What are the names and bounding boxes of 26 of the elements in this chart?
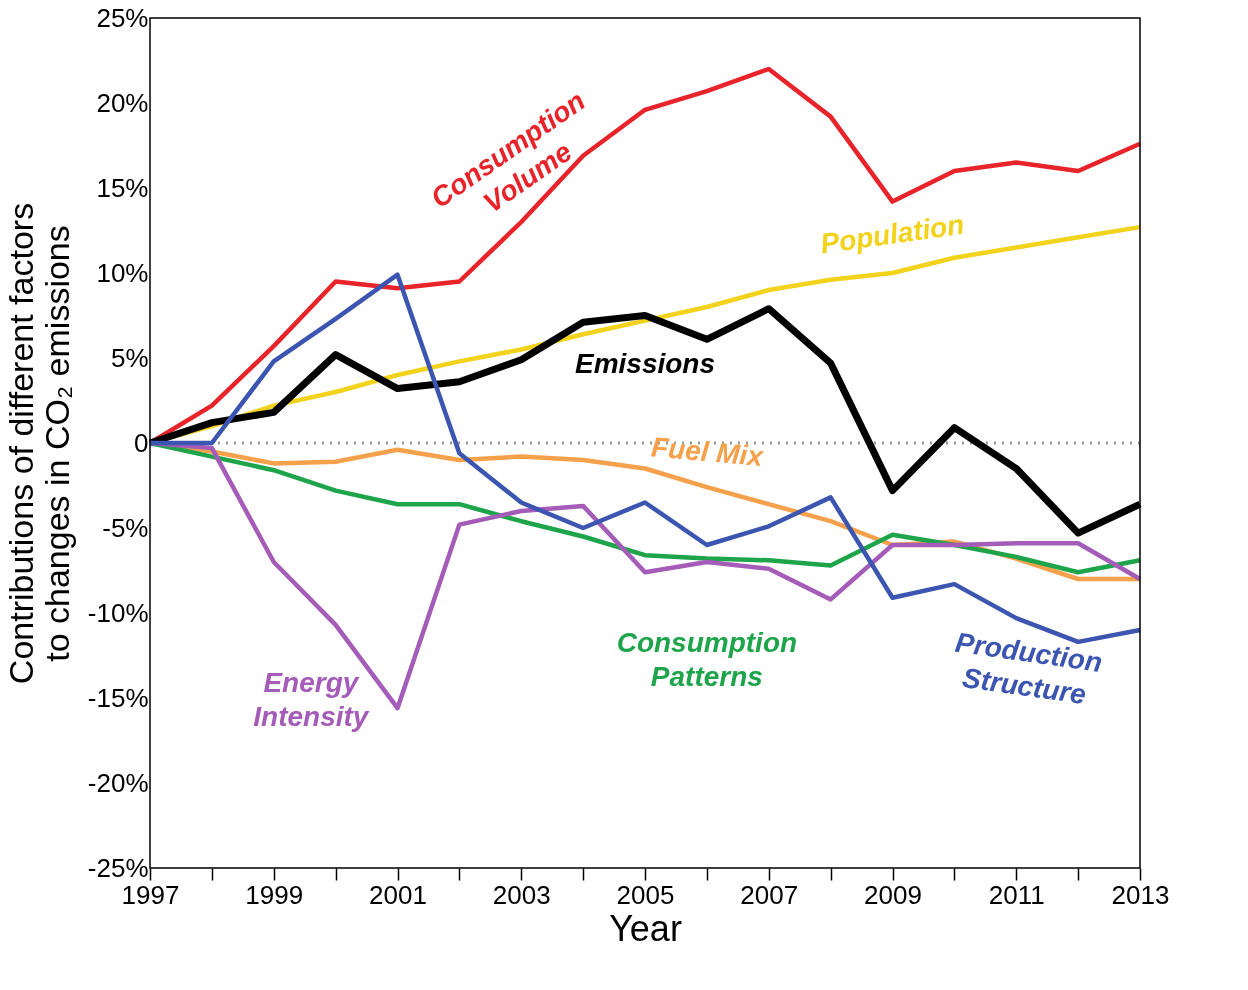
x-tick-label: 1999 [245, 879, 304, 910]
x-axis-title: Year [609, 907, 682, 949]
text: Consumption Patterns [616, 626, 798, 692]
y-tick-label: -10% [87, 597, 149, 628]
x-tick-label: 2007 [740, 879, 799, 910]
series-label: Fuel Mix [649, 431, 766, 473]
x-tick-label: 2011 [988, 879, 1045, 910]
x-tick-label: 2009 [864, 879, 922, 910]
x-tick-label: 2001 [369, 879, 427, 910]
y-tick-label: -20% [87, 767, 149, 798]
x-tick-label: 2005 [616, 879, 675, 910]
y-tick-label: -15% [87, 682, 149, 713]
series-label: Emissions [574, 347, 716, 379]
text: Production Structure [953, 626, 1105, 710]
x-tick-label: 2003 [492, 879, 551, 910]
y-tick-label: 0 [134, 427, 149, 458]
y-tick-label: 25% [96, 2, 149, 33]
text: Population [818, 208, 967, 260]
y-tick-label: 5% [110, 342, 149, 373]
y-tick-label: 15% [96, 172, 149, 203]
y-axis-title: Contributions of different factors to changes in CO₂ emissions [1, 202, 76, 685]
y-tick-label: 10% [96, 257, 149, 288]
x-tick-label: 2013 [1111, 879, 1170, 910]
series-label: Energy Intensity [253, 667, 370, 733]
y-tick-label: -5% [102, 512, 149, 543]
y-tick-label: 20% [96, 87, 149, 118]
